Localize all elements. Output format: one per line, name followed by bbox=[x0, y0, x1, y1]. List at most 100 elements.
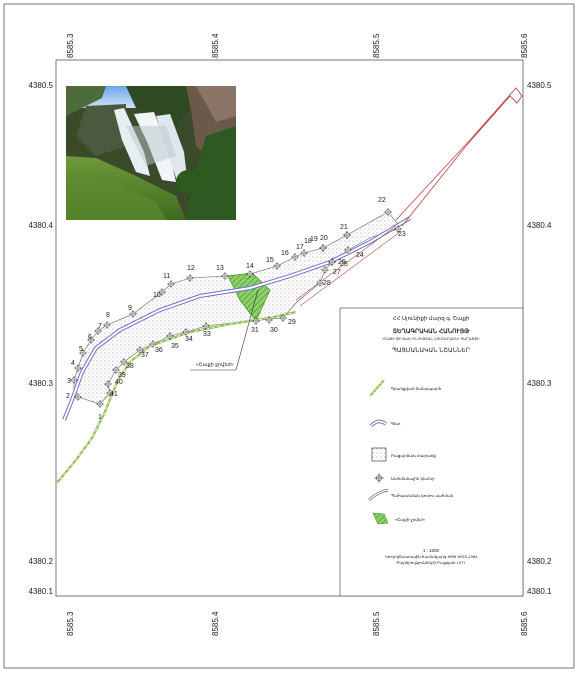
boundary-point-36: 36 bbox=[149, 340, 163, 354]
tick-right: 4380.4 bbox=[527, 221, 552, 230]
boundary-point-37: 37 bbox=[136, 346, 149, 359]
point-label: 33 bbox=[203, 331, 211, 338]
point-label: 7 bbox=[98, 323, 102, 330]
point-label: 5 bbox=[79, 346, 83, 353]
tick-left: 4380.4 bbox=[29, 221, 54, 230]
legend-subtitle: ՀՀ Սյունիքի մարզ գ. Շաքի bbox=[393, 315, 470, 322]
point-label: 18 bbox=[304, 238, 312, 245]
tick-left: 4380.1 bbox=[29, 587, 54, 596]
legend-panel: ՀՀ Սյունիքի մարզ գ. Շաքի ՏԵՂԱԳՐԱԿԱՆ ՀԱՆՈ… bbox=[339, 307, 524, 597]
boundary-point-3: 3 bbox=[67, 376, 78, 385]
point-label: 36 bbox=[155, 347, 163, 354]
point-label: 2 bbox=[66, 393, 70, 400]
tick-right: 4380.2 bbox=[527, 557, 552, 566]
legend-box bbox=[339, 307, 524, 597]
legend-projection: Կոորդինատային համակարգ ARM WGS-1984 bbox=[385, 554, 478, 559]
legend-item-label: Բացարձակ տարածք bbox=[391, 453, 436, 458]
boundary-point-28: 28 bbox=[316, 279, 331, 287]
point-label: 6 bbox=[88, 334, 92, 341]
tick-top: 8585.4 bbox=[211, 33, 220, 58]
boundary-point-4: 4 bbox=[71, 360, 82, 372]
point-label: 8 bbox=[106, 312, 110, 319]
point-label: 20 bbox=[320, 235, 328, 242]
boundary-point-14: 14 bbox=[246, 263, 254, 278]
point-label: 40 bbox=[115, 379, 123, 386]
stipple-symbol bbox=[371, 447, 387, 462]
axis-right: 4380.5 4380.4 4380.3 4380.2 4380.1 bbox=[527, 81, 552, 596]
point-label: 9 bbox=[128, 305, 132, 312]
tick-right: 4380.1 bbox=[527, 587, 552, 596]
point-label: 28 bbox=[323, 280, 331, 287]
boundary-point-40: 40 bbox=[104, 379, 123, 388]
waterfall-photo bbox=[66, 86, 236, 220]
point-symbol bbox=[374, 473, 384, 483]
legend-title: ՏԵՂԱԳՐԱԿԱՆ ՀԱՆՈՒՅԹ bbox=[393, 328, 470, 335]
boundary-point-6: 6 bbox=[87, 334, 95, 344]
point-label: 39 bbox=[118, 372, 126, 379]
point-label: 34 bbox=[185, 336, 193, 343]
boundary-point-12: 12 bbox=[186, 265, 195, 282]
axis-bottom: 8585.3 8585.4 8585.5 8585.6 bbox=[66, 611, 529, 636]
point-label: 21 bbox=[340, 224, 348, 231]
point-label: 35 bbox=[171, 343, 179, 350]
point-label: 14 bbox=[246, 263, 254, 270]
protection-boundary bbox=[395, 87, 523, 227]
boundary-point-29: 29 bbox=[279, 314, 296, 326]
legend-item-label: «Շաքի ջրվեժ» bbox=[395, 517, 426, 522]
point-label: 16 bbox=[281, 250, 289, 257]
tick-bottom: 8585.6 bbox=[520, 611, 529, 636]
point-label: 11 bbox=[163, 273, 170, 280]
point-label: 27 bbox=[333, 269, 341, 276]
tick-left: 4380.5 bbox=[29, 81, 54, 90]
tick-top: 8585.6 bbox=[520, 33, 529, 58]
boundary-point-21: 21 bbox=[340, 224, 351, 239]
point-label: 24 bbox=[356, 252, 364, 259]
legend-item-label: Սահմանային կետեր bbox=[391, 476, 435, 481]
legend-heading: ՊԱՅՄԱՆԱԿԱՆ ՆՇԱՆՆԵՐ bbox=[392, 347, 470, 354]
point-label: 15 bbox=[266, 257, 274, 264]
point-label: 26 bbox=[338, 259, 346, 266]
boundary-point-23: 23 bbox=[394, 225, 406, 238]
boundary-point-35: 35 bbox=[166, 332, 179, 350]
legend-footer: Բարձրությունների Բալթյան 1977 bbox=[396, 560, 466, 565]
point-label: 22 bbox=[378, 197, 386, 204]
waterfall-symbol bbox=[372, 512, 389, 525]
legend-item-label: Գետ bbox=[391, 421, 401, 426]
boundary-point-19: 19 bbox=[310, 236, 327, 252]
tick-top: 8585.3 bbox=[66, 33, 75, 58]
point-label: 41 bbox=[110, 391, 118, 398]
legend-item-label: Պահպանման գոտու սահման bbox=[391, 493, 454, 498]
tick-top: 8585.5 bbox=[372, 33, 381, 58]
boundary-point-15: 15 bbox=[266, 257, 281, 270]
boundary-point-27: 27 bbox=[321, 266, 341, 276]
boundary-point-10: 10 bbox=[153, 288, 166, 299]
boundary-point-13: 13 bbox=[216, 265, 229, 280]
point-label: 3 bbox=[67, 378, 71, 385]
sheet-border bbox=[3, 3, 575, 669]
boundary-point-16: 16 bbox=[281, 250, 299, 261]
boundary-point-22: 22 bbox=[378, 197, 392, 216]
boundary-point-2: 2 bbox=[66, 393, 82, 401]
axis-top: 8585.3 8585.4 8585.5 8585.6 bbox=[66, 33, 529, 58]
boundary-point-33: 33 bbox=[202, 322, 211, 338]
boundary-point-41: 41 bbox=[106, 389, 118, 398]
boundary-point-17: 17 bbox=[296, 244, 308, 257]
point-label: 13 bbox=[216, 265, 224, 272]
point-label: 25 bbox=[340, 261, 348, 268]
point-label: 29 bbox=[288, 319, 296, 326]
callout-label: «Շաքի ջրվեժ» bbox=[196, 362, 234, 368]
point-label: 12 bbox=[187, 265, 195, 272]
tick-right: 4380.5 bbox=[527, 81, 552, 90]
boundary-point-7: 7 bbox=[94, 323, 102, 335]
boundary-point-30: 30 bbox=[265, 316, 278, 334]
tick-bottom: 8585.5 bbox=[372, 611, 381, 636]
boundary-point-34: 34 bbox=[182, 328, 193, 343]
boundary-point-1: 1 bbox=[96, 400, 104, 421]
legend-scale: 1 : 1000 bbox=[423, 548, 440, 553]
boundary-point-24: 24 bbox=[344, 246, 364, 259]
point-label: 37 bbox=[141, 352, 149, 359]
tick-bottom: 8585.4 bbox=[211, 611, 220, 636]
boundary-point-38: 38 bbox=[120, 358, 134, 370]
point-label: 1 bbox=[98, 414, 102, 421]
